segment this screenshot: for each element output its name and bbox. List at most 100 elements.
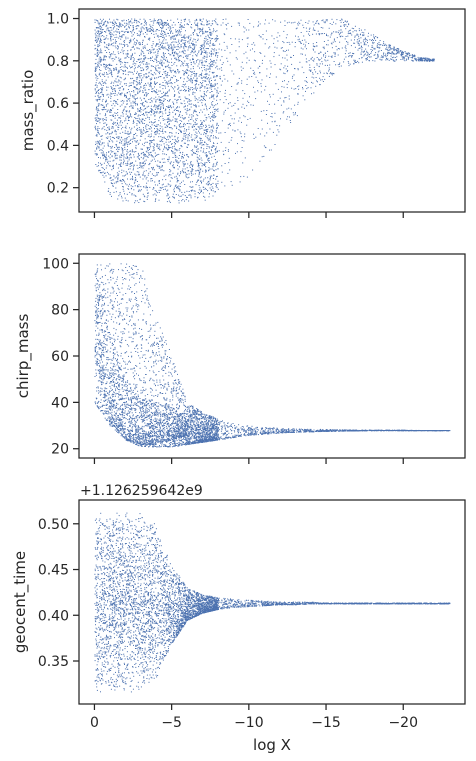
mass-ratio-point — [150, 114, 152, 116]
mass-ratio-point — [176, 121, 178, 123]
mass-ratio-point — [372, 49, 373, 51]
mass-ratio-point — [354, 42, 356, 44]
mass-ratio-point — [386, 55, 388, 57]
mass-ratio-point — [126, 123, 128, 125]
mass-ratio-point — [400, 55, 402, 57]
mass-ratio-point — [130, 131, 132, 133]
mass-ratio-point — [197, 196, 199, 198]
mass-ratio-point — [192, 49, 194, 51]
mass-ratio-point — [106, 165, 108, 167]
mass-ratio-point — [233, 104, 235, 106]
mass-ratio-point — [145, 112, 147, 114]
mass-ratio-point — [124, 31, 126, 33]
mass-ratio-point — [207, 39, 209, 41]
mass-ratio-point — [206, 154, 208, 156]
mass-ratio-point — [151, 65, 153, 67]
mass-ratio-point — [146, 49, 148, 51]
mass-ratio-point — [177, 88, 179, 90]
mass-ratio-scatter — [94, 18, 435, 204]
mass-ratio-point — [357, 49, 359, 51]
mass-ratio-point — [244, 27, 246, 29]
mass-ratio-point — [134, 102, 136, 104]
mass-ratio-point — [229, 64, 231, 66]
mass-ratio-point — [111, 132, 113, 134]
mass-ratio-point — [225, 99, 227, 101]
mass-ratio-point — [164, 94, 166, 96]
mass-ratio-point — [330, 42, 332, 44]
mass-ratio-point — [114, 37, 116, 38]
mass-ratio-point — [211, 63, 213, 65]
mass-ratio-point — [166, 22, 168, 24]
mass-ratio-point — [97, 64, 99, 66]
mass-ratio-point — [291, 41, 293, 43]
mass-ratio-point — [202, 44, 204, 46]
mass-ratio-point — [203, 98, 205, 99]
mass-ratio-point — [191, 50, 193, 52]
mass-ratio-point — [115, 124, 117, 126]
mass-ratio-point — [238, 108, 240, 110]
mass-ratio-point — [163, 31, 165, 32]
mass-ratio-point — [168, 64, 169, 66]
mass-ratio-point — [199, 59, 201, 61]
mass-ratio-point — [111, 58, 113, 60]
mass-ratio-point — [192, 50, 194, 52]
mass-ratio-point — [126, 111, 128, 113]
mass-ratio-point — [167, 19, 168, 21]
mass-ratio-point — [196, 89, 197, 91]
mass-ratio-point — [145, 76, 147, 78]
mass-ratio-point — [155, 155, 156, 157]
mass-ratio-point — [184, 90, 186, 92]
mass-ratio-point — [118, 87, 120, 89]
mass-ratio-point — [178, 166, 180, 168]
mass-ratio-point — [237, 129, 239, 131]
mass-ratio-point — [100, 42, 102, 43]
mass-ratio-point — [186, 76, 188, 78]
mass-ratio-point — [311, 76, 313, 78]
mass-ratio-point — [348, 55, 350, 57]
mass-ratio-point — [186, 23, 188, 25]
mass-ratio-point — [109, 193, 111, 195]
mass-ratio-point — [134, 80, 136, 82]
mass-ratio-point — [208, 181, 210, 183]
mass-ratio-point — [192, 43, 193, 45]
mass-ratio-point — [372, 43, 374, 45]
mass-ratio-point — [163, 22, 165, 23]
mass-ratio-point — [303, 43, 305, 45]
mass-ratio-point — [133, 126, 135, 128]
mass-ratio-point — [173, 35, 175, 37]
mass-ratio-point — [346, 21, 348, 23]
mass-ratio-point — [131, 71, 133, 73]
mass-ratio-point — [187, 88, 189, 89]
mass-ratio-point — [105, 114, 107, 116]
mass-ratio-point — [135, 19, 137, 21]
mass-ratio-point — [185, 176, 187, 178]
mass-ratio-point — [297, 93, 299, 95]
mass-ratio-point — [177, 32, 179, 34]
mass-ratio-point — [212, 130, 214, 132]
mass-ratio-point — [169, 82, 171, 84]
mass-ratio-point — [280, 104, 282, 106]
mass-ratio-point — [98, 103, 100, 105]
mass-ratio-point — [163, 54, 165, 56]
mass-ratio-point — [120, 162, 122, 164]
mass-ratio-point — [252, 104, 254, 106]
mass-ratio-point — [197, 59, 199, 61]
mass-ratio-point — [195, 81, 197, 83]
mass-ratio-point — [321, 61, 323, 63]
mass-ratio-point — [119, 164, 121, 166]
mass-ratio-point — [270, 116, 272, 117]
mass-ratio-point — [351, 55, 353, 56]
mass-ratio-point — [199, 90, 201, 92]
mass-ratio-point — [130, 67, 131, 69]
mass-ratio-point — [354, 46, 356, 48]
mass-ratio-point — [156, 21, 158, 23]
mass-ratio-point — [267, 122, 268, 124]
mass-ratio-point — [150, 59, 152, 61]
mass-ratio-point — [176, 100, 178, 102]
mass-ratio-point — [148, 28, 150, 30]
mass-ratio-point — [217, 68, 219, 70]
mass-ratio-point — [181, 39, 182, 41]
mass-ratio-point — [109, 18, 110, 20]
mass-ratio-point — [401, 56, 403, 58]
mass-ratio-point — [102, 118, 104, 120]
